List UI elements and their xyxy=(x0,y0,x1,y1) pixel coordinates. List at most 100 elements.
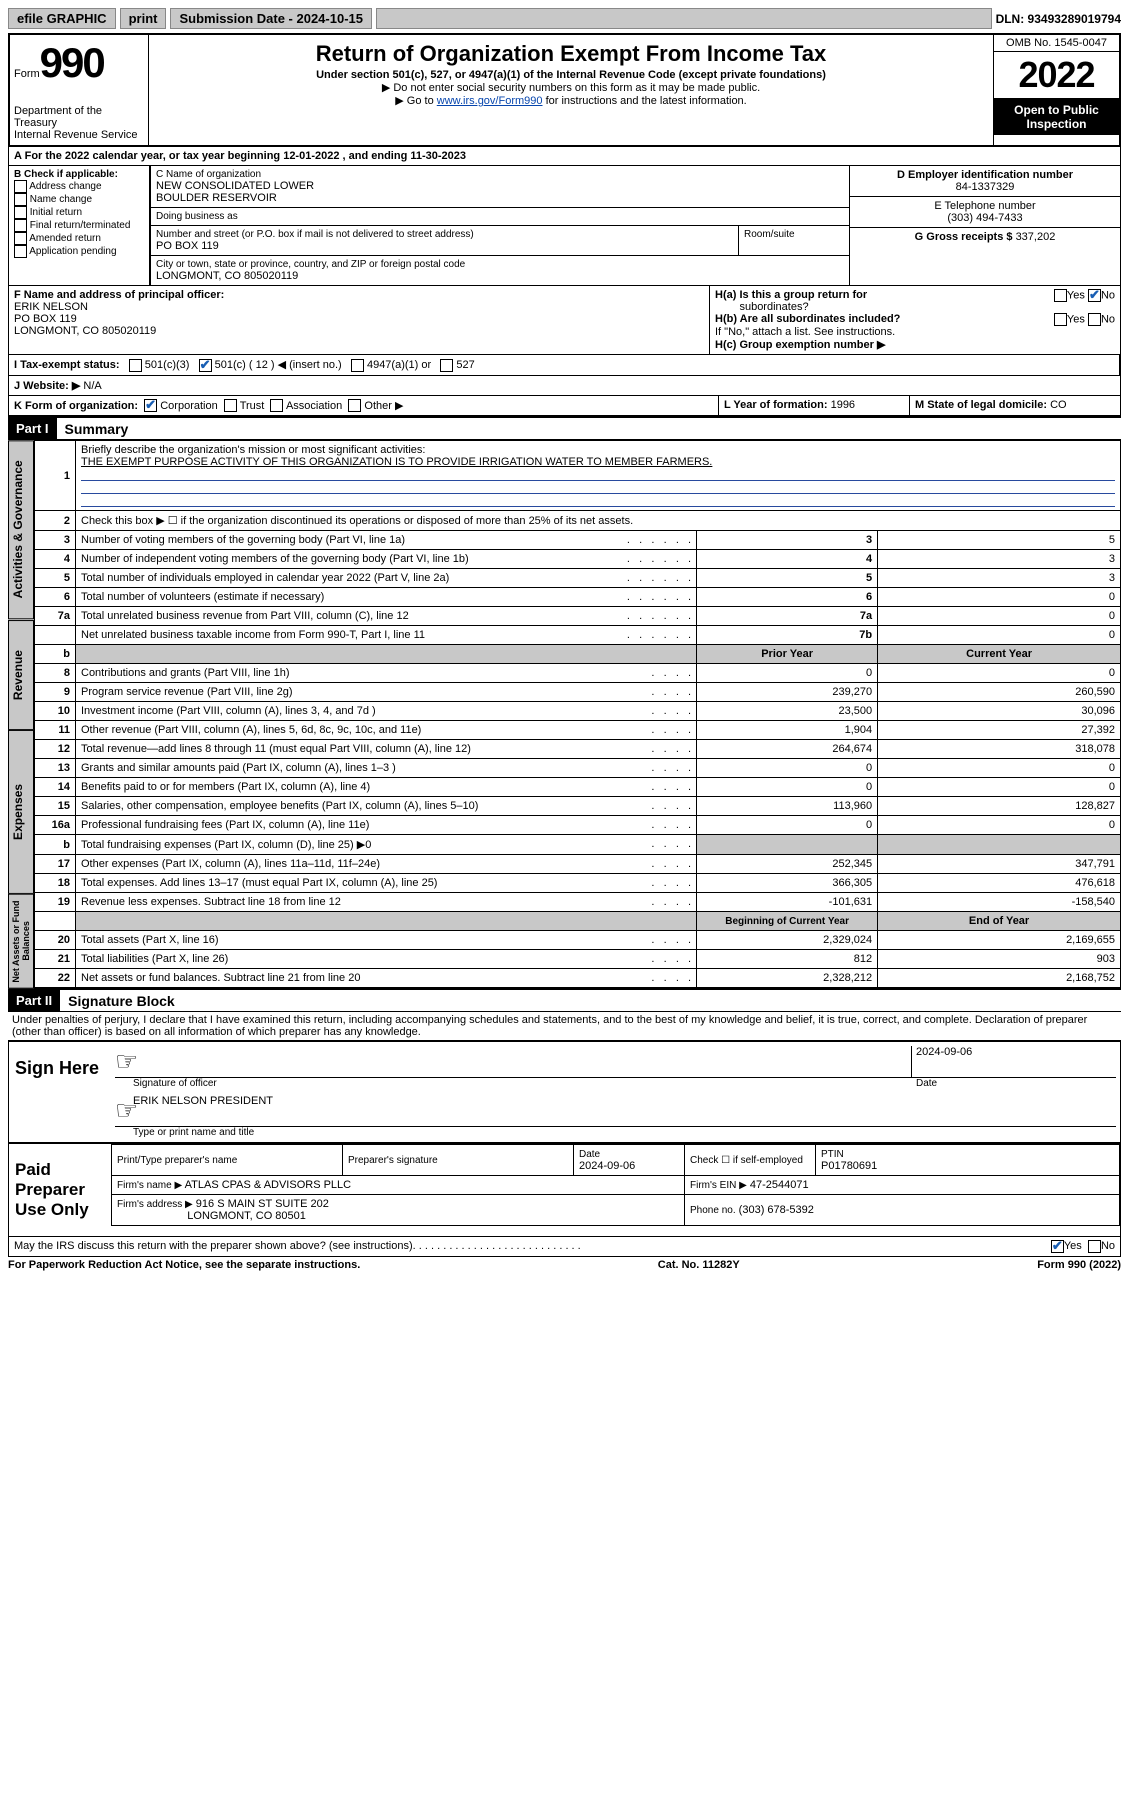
cb-amend[interactable] xyxy=(14,232,27,245)
firm-phone-label: Phone no. xyxy=(690,1205,736,1216)
cb-final[interactable] xyxy=(14,219,27,232)
m-block: M State of legal domicile: CO xyxy=(910,396,1120,416)
section-j: J Website: ▶ N/A xyxy=(8,376,1121,396)
prep-hdr: Print/Type preparer's name Preparer's si… xyxy=(112,1145,1120,1176)
table-row: 19 Revenue less expenses. Subtract line … xyxy=(35,893,1121,912)
page-footer: For Paperwork Reduction Act Notice, see … xyxy=(8,1259,1121,1271)
current-hdr: Current Year xyxy=(878,645,1121,664)
k-corp[interactable] xyxy=(144,399,157,412)
c-city-block: City or town, state or province, country… xyxy=(151,256,849,285)
j-val: N/A xyxy=(83,380,101,392)
footer-c: Form 990 (2022) xyxy=(1037,1259,1121,1271)
header-middle: Return of Organization Exempt From Incom… xyxy=(149,35,993,145)
k-other[interactable] xyxy=(348,399,361,412)
i-c: 4947(a)(1) or xyxy=(367,359,431,371)
b-label: B Check if applicable: xyxy=(14,169,144,180)
c-room: Room/suite xyxy=(739,226,849,255)
ha-no[interactable] xyxy=(1088,289,1101,302)
d-block: D Employer identification number 84-1337… xyxy=(850,166,1120,197)
cb-addr[interactable] xyxy=(14,180,27,193)
hb-no[interactable] xyxy=(1088,313,1101,326)
table-row: 14 Benefits paid to or for members (Part… xyxy=(35,778,1121,797)
b-final: Final return/terminated xyxy=(14,219,144,232)
sign-here-row: Sign Here ☞ 2024-09-06 Signature of offi… xyxy=(8,1040,1121,1143)
cb-name[interactable] xyxy=(14,193,27,206)
sig-officer-line[interactable] xyxy=(133,1046,911,1077)
row-pc-hdr: b Prior Year Current Year xyxy=(35,645,1121,664)
discuss-row: May the IRS discuss this return with the… xyxy=(8,1237,1121,1257)
prep-col-d: Check ☐ if self-employed xyxy=(690,1155,803,1166)
table-row: 8 Contributions and grants (Part VIII, l… xyxy=(35,664,1121,683)
k-assoc[interactable] xyxy=(270,399,283,412)
r1-cell: Briefly describe the organization's miss… xyxy=(76,441,1121,511)
table-row: 13 Grants and similar amounts paid (Part… xyxy=(35,759,1121,778)
irs-link[interactable]: www.irs.gov/Form990 xyxy=(437,95,543,107)
part1-label: Part I xyxy=(8,418,57,439)
i-cb-c[interactable] xyxy=(351,359,364,372)
discuss-yes[interactable] xyxy=(1051,1240,1064,1253)
m-label: M State of legal domicile: xyxy=(915,399,1047,411)
i-b: 501(c) ( 12 ) ◀ (insert no.) xyxy=(215,359,342,371)
c-street: Number and street (or P.O. box if mail i… xyxy=(151,226,739,255)
i-cb-b[interactable] xyxy=(199,359,212,372)
line-a: A For the 2022 calendar year, or tax yea… xyxy=(8,147,1121,166)
part2-label: Part II xyxy=(8,990,60,1011)
e-tel: (303) 494-7433 xyxy=(855,212,1115,224)
efile-button[interactable]: efile GRAPHIC xyxy=(8,8,116,29)
no-text: No xyxy=(1101,1240,1115,1253)
c-dba: Doing business as xyxy=(151,208,849,226)
section-fh: F Name and address of principal officer:… xyxy=(8,286,1121,355)
ha-label: H(a) Is this a group return for xyxy=(715,289,867,301)
row-2: 2 Check this box ▶ ☐ if the organization… xyxy=(35,511,1121,531)
hc-note: If "No," attach a list. See instructions… xyxy=(715,326,1115,338)
c-city-label: City or town, state or province, country… xyxy=(156,259,844,270)
section-i: I Tax-exempt status: 501(c)(3) 501(c) ( … xyxy=(8,355,1121,376)
k-trust[interactable] xyxy=(224,399,237,412)
form-title: Return of Organization Exempt From Incom… xyxy=(157,41,985,67)
print-button[interactable]: print xyxy=(120,8,167,29)
submission-date: Submission Date - 2024-10-15 xyxy=(170,8,372,29)
table-row: 17 Other expenses (Part IX, column (A), … xyxy=(35,855,1121,874)
b-opt3: Final return/terminated xyxy=(30,220,131,231)
form-note1: ▶ Do not enter social security numbers o… xyxy=(157,81,985,94)
form-num: 990 xyxy=(40,39,104,86)
table-row: Net unrelated business taxable income fr… xyxy=(35,626,1121,645)
j-label: J Website: ▶ xyxy=(14,380,80,392)
c-city: LONGMONT, CO 805020119 xyxy=(156,270,844,282)
cb-init[interactable] xyxy=(14,206,27,219)
tax-year: 2022 xyxy=(994,52,1119,99)
b-opt0: Address change xyxy=(29,181,101,192)
hb-row: H(b) Are all subordinates included? Yes … xyxy=(715,313,1115,326)
d-ein: 84-1337329 xyxy=(855,181,1115,193)
c-addr: PO BOX 119 xyxy=(156,240,733,252)
ha-sub: subordinates? xyxy=(739,301,808,313)
i-a: 501(c)(3) xyxy=(145,359,190,371)
hb-yes[interactable] xyxy=(1054,313,1067,326)
c-name2: BOULDER RESERVOIR xyxy=(156,192,844,204)
i-cb-a[interactable] xyxy=(129,359,142,372)
c-addr-row: Number and street (or P.O. box if mail i… xyxy=(151,226,849,256)
table-row: 15 Salaries, other compensation, employe… xyxy=(35,797,1121,816)
prep-col-a: Print/Type preparer's name xyxy=(117,1155,237,1166)
firm-phone: (303) 678-5392 xyxy=(739,1204,814,1216)
form-word: Form xyxy=(14,68,40,80)
section-bcde: B Check if applicable: Address change Na… xyxy=(8,166,1121,286)
dln: DLN: 93493289019794 xyxy=(996,12,1121,26)
f-block: F Name and address of principal officer:… xyxy=(9,286,710,354)
table-row: 12 Total revenue—add lines 8 through 11 … xyxy=(35,740,1121,759)
irs: Internal Revenue Service xyxy=(14,129,144,141)
i-cb-d[interactable] xyxy=(440,359,453,372)
b-opt5: Application pending xyxy=(29,246,116,257)
summary-body: 1 Briefly describe the organization's mi… xyxy=(34,440,1121,988)
table-row: 20 Total assets (Part X, line 16) . . . … xyxy=(35,931,1121,950)
k-assoc-t: Association xyxy=(286,400,342,412)
sig-date: 2024-09-06 xyxy=(911,1046,1116,1077)
table-row: 6 Total number of volunteers (estimate i… xyxy=(35,588,1121,607)
discuss-no[interactable] xyxy=(1088,1240,1101,1253)
l-block: L Year of formation: 1996 xyxy=(719,396,910,416)
sig-date-label: Date xyxy=(916,1078,1116,1089)
ha-yes[interactable] xyxy=(1054,289,1067,302)
cb-pend[interactable] xyxy=(14,245,27,258)
f-name: ERIK NELSON xyxy=(14,301,704,313)
g-val: 337,202 xyxy=(1016,231,1056,243)
